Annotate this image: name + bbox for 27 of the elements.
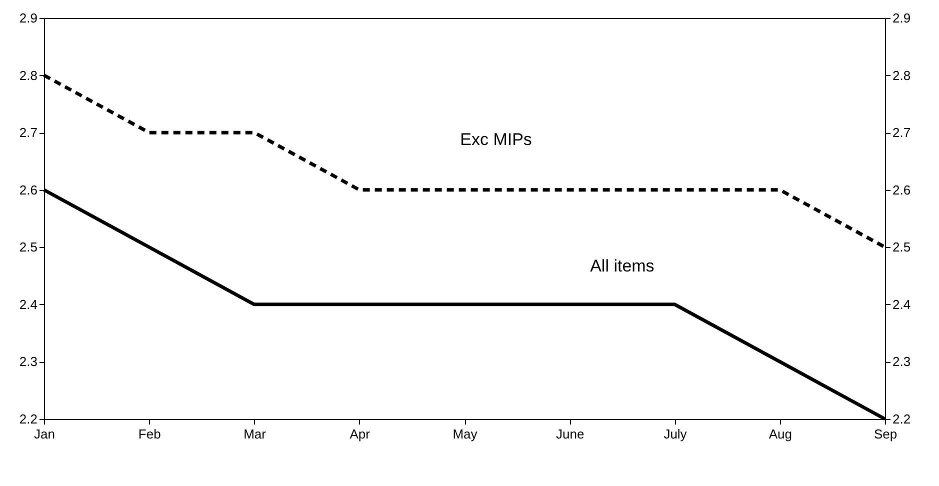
text: Exc MIPs bbox=[460, 130, 532, 149]
x-tick-label: Apr bbox=[350, 426, 371, 442]
y-tick-label: 2.3 bbox=[19, 354, 38, 370]
y-tick-label: 2.4 bbox=[19, 296, 38, 312]
y2-tick-label: 2.2 bbox=[892, 412, 911, 426]
y2-tick-label: 2.8 bbox=[892, 68, 911, 83]
y2-tick-label: 2.4 bbox=[892, 296, 911, 312]
y-tick-label: 2.2 bbox=[19, 412, 38, 426]
y2-tick-label: 2.6 bbox=[892, 182, 911, 198]
y-tick-label: 2.6 bbox=[19, 182, 38, 198]
x-tick-label: Aug bbox=[768, 426, 792, 442]
y2-tick-label: 2.3 bbox=[892, 354, 911, 370]
y2-tick-label: 2.5 bbox=[892, 240, 911, 255]
x-tick-label: June bbox=[556, 426, 584, 442]
y2-tick-label: 2.7 bbox=[892, 125, 911, 140]
x-tick-label: Feb bbox=[138, 426, 161, 442]
y-tick-label: 2.5 bbox=[19, 240, 38, 255]
x-tick-label: Jan bbox=[34, 426, 55, 442]
series-label: All items bbox=[590, 256, 654, 276]
y-tick-label: 2.8 bbox=[19, 68, 38, 83]
x-tick-label: July bbox=[664, 426, 688, 442]
x-tick-label: May bbox=[452, 426, 478, 442]
x-tick-label: Mar bbox=[244, 426, 267, 442]
y2-tick-label: 2.9 bbox=[892, 10, 911, 26]
y-tick-label: 2.9 bbox=[19, 10, 38, 26]
y-tick-label: 2.7 bbox=[19, 125, 38, 140]
x-tick-label: Sep bbox=[874, 426, 898, 442]
